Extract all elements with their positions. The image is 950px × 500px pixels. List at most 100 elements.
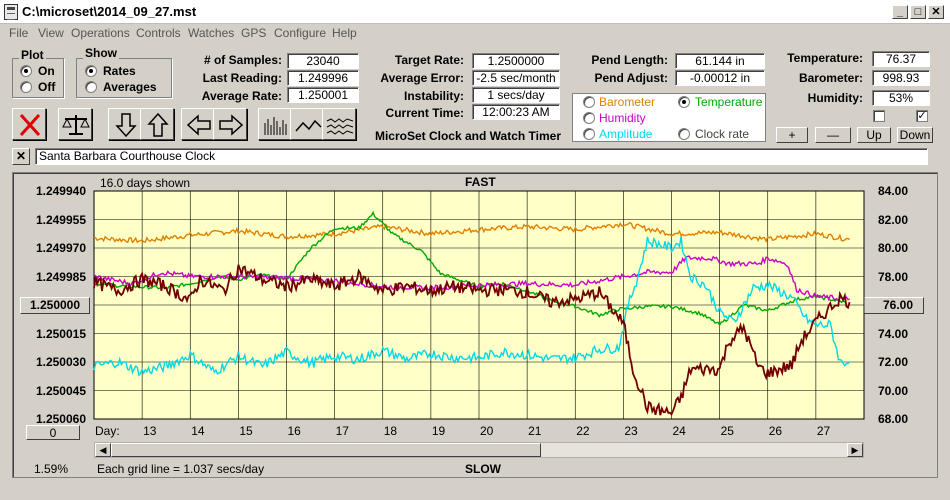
- last-reading-label: Last Reading:: [202, 71, 282, 85]
- menu-help[interactable]: Help: [332, 26, 357, 40]
- average-rate-label: Average Rate:: [201, 89, 282, 103]
- amplitude-radio[interactable]: [583, 128, 595, 140]
- menu-watches[interactable]: Watches: [188, 26, 235, 40]
- fast-label: FAST: [465, 175, 496, 189]
- pend-length-label: Pend Length:: [591, 53, 668, 67]
- right-checkbox[interactable]: ✓: [916, 110, 928, 122]
- right-tick-label: 78.00: [877, 269, 908, 284]
- arrow-left-button[interactable]: [181, 108, 215, 140]
- average-rate-field: 1.250001: [287, 87, 359, 103]
- scroll-thumb[interactable]: [111, 443, 541, 457]
- minus-button[interactable]: —: [815, 127, 851, 143]
- wave-graph-icon: [326, 118, 354, 135]
- menu-file[interactable]: File: [9, 26, 29, 40]
- barometer-field: 998.93: [872, 70, 930, 86]
- plot-group-title: Plot: [19, 48, 46, 62]
- overlay-select-panel: [572, 93, 766, 142]
- left-checkbox[interactable]: [873, 110, 885, 122]
- chart-frame: [12, 172, 938, 478]
- scroll-left-arrow-icon[interactable]: ◀: [95, 443, 111, 457]
- target-rate-field[interactable]: 1.2500000: [472, 53, 560, 69]
- arrow-right-button[interactable]: [213, 108, 247, 140]
- left-tick-label: 1.250045: [35, 383, 86, 398]
- temperature-field: 76.37: [872, 51, 930, 67]
- clear-watch-button[interactable]: ✕: [12, 148, 30, 165]
- instability-field: 1 secs/day: [472, 87, 560, 103]
- maximize-button[interactable]: □: [910, 5, 926, 19]
- barometer-radio[interactable]: [583, 96, 595, 108]
- samples-field: 23040: [287, 53, 359, 69]
- left-tick-label: 1.249985: [35, 269, 86, 284]
- left-tick-label: 1.250060: [35, 412, 86, 426]
- minimize-button[interactable]: _: [892, 5, 908, 19]
- day-tick-label: 20: [480, 424, 494, 438]
- pend-length-field[interactable]: 61.144 in: [675, 53, 765, 69]
- scroll-right-arrow-icon[interactable]: ▶: [847, 443, 863, 457]
- menu-controls[interactable]: Controls: [136, 26, 181, 40]
- right-tick-label: 84.00: [877, 184, 908, 198]
- day-tick-label: 14: [191, 424, 205, 438]
- up-button[interactable]: Up: [857, 127, 891, 143]
- humidity-radio[interactable]: [583, 112, 595, 124]
- plot-on-radio[interactable]: [20, 65, 32, 77]
- left-tick-label: 1.249940: [35, 184, 86, 198]
- right-tick-label: 70.00: [877, 383, 908, 398]
- barometer-option-label: Barometer: [599, 95, 656, 109]
- menu-gps[interactable]: GPS: [241, 26, 267, 40]
- left-axis-center-button[interactable]: 1.250000: [20, 297, 90, 314]
- series-lines: [93, 210, 851, 416]
- down-button[interactable]: Down: [897, 127, 933, 143]
- arrow-right-icon: [219, 114, 244, 136]
- right-tick-label: 68.00: [877, 412, 908, 426]
- humidity-label: Humidity:: [807, 91, 863, 105]
- arrow-down-button[interactable]: [108, 108, 142, 140]
- menu-configure[interactable]: Configure: [274, 26, 327, 40]
- right-tick-label: 72.00: [877, 355, 908, 369]
- show-averages-label: Averages: [103, 80, 157, 94]
- day-tick-label: 23: [624, 424, 638, 438]
- menu-view[interactable]: View: [38, 26, 64, 40]
- left-tick-label: 1.249970: [35, 241, 86, 255]
- temperature-radio[interactable]: [678, 96, 690, 108]
- temperature-label: Temperature:: [787, 51, 863, 65]
- clock-rate-option-label: Clock rate: [695, 127, 750, 141]
- balance-button[interactable]: [58, 108, 92, 140]
- day-prefix-label: Day:: [95, 424, 120, 438]
- histogram-button[interactable]: [258, 108, 292, 140]
- right-tick-label: 82.00: [877, 212, 908, 227]
- wave-graph-button[interactable]: [322, 108, 356, 140]
- series-barometer: [93, 221, 850, 244]
- pend-adjust-field: -0.00012 in: [675, 70, 765, 86]
- show-averages-radio[interactable]: [85, 81, 97, 93]
- close-window-button[interactable]: ✕: [928, 5, 944, 19]
- average-error-label: Average Error:: [380, 71, 464, 85]
- arrow-down-icon: [115, 113, 137, 138]
- app-icon[interactable]: [4, 4, 18, 20]
- percent-label: 1.59%: [34, 462, 69, 476]
- watch-name-field[interactable]: Santa Barbara Courthouse Clock: [35, 148, 928, 165]
- delete-button[interactable]: [12, 108, 46, 140]
- balance-scale-icon: [62, 115, 90, 135]
- menu-operations[interactable]: Operations: [71, 26, 130, 40]
- day-tick-label: 13: [143, 424, 157, 438]
- grid-note-label: Each grid line = 1.037 secs/day: [97, 462, 265, 476]
- chart-scrollbar[interactable]: ◀ ▶: [94, 442, 864, 458]
- amplitude-option-label: Amplitude: [599, 127, 653, 141]
- left-tick-label: 1.249955: [35, 212, 86, 227]
- plus-button[interactable]: +: [776, 127, 808, 143]
- plot-off-radio[interactable]: [20, 81, 32, 93]
- barometer-label: Barometer:: [798, 71, 863, 85]
- current-time-label: Current Time:: [385, 106, 464, 120]
- arrow-up-button[interactable]: [140, 108, 174, 140]
- clock-rate-radio[interactable]: [678, 128, 690, 140]
- zero-button[interactable]: 0: [26, 425, 80, 440]
- current-time-field: 12:00:23 AM: [472, 104, 560, 120]
- plot-on-label: On: [38, 64, 55, 78]
- series-humidity: [93, 255, 850, 302]
- day-tick-label: 25: [720, 424, 734, 438]
- show-group: [76, 58, 172, 98]
- show-rates-radio[interactable]: [85, 65, 97, 77]
- day-tick-label: 27: [816, 424, 831, 438]
- line-graph-button[interactable]: [290, 108, 324, 140]
- title-bar: C:\microset\2014_09_27.mst _ □ ✕: [0, 0, 950, 24]
